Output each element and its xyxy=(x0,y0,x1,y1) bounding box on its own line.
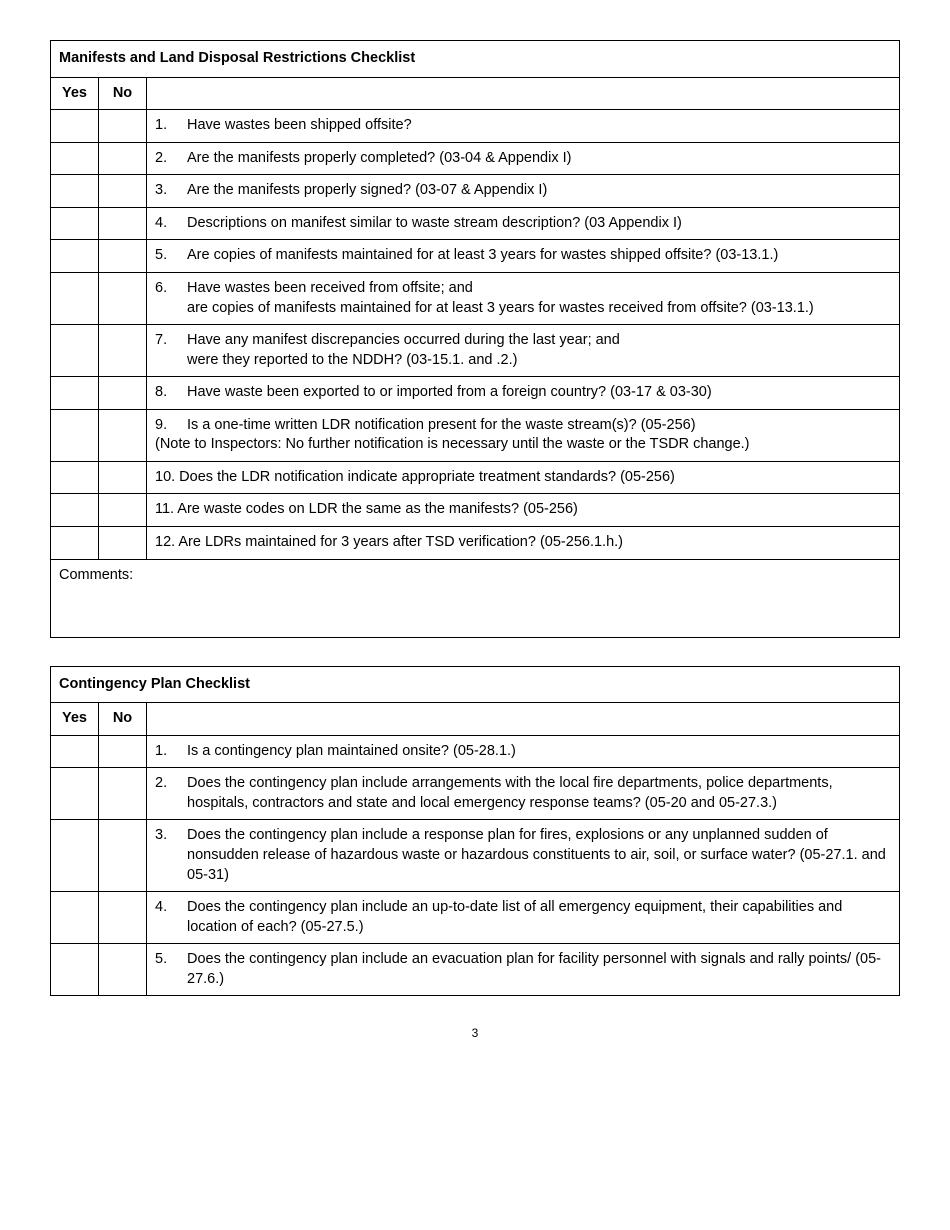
no-cell[interactable] xyxy=(99,207,147,240)
yes-cell[interactable] xyxy=(51,735,99,768)
yes-cell[interactable] xyxy=(51,461,99,494)
checklist-row: 3.Are the manifests properly signed? (03… xyxy=(51,175,900,208)
col-yes-header-2: Yes xyxy=(51,703,99,736)
no-cell[interactable] xyxy=(99,527,147,560)
question-cell: 5.Does the contingency plan include an e… xyxy=(147,944,900,996)
no-cell[interactable] xyxy=(99,820,147,892)
section2-title-row: Contingency Plan Checklist xyxy=(51,666,900,703)
no-cell[interactable] xyxy=(99,409,147,461)
yes-cell[interactable] xyxy=(51,768,99,820)
question-cell: 3.Does the contingency plan include a re… xyxy=(147,820,900,892)
checklist-row: 9.Is a one-time written LDR notification… xyxy=(51,409,900,461)
section1-header-row: Yes No xyxy=(51,77,900,110)
no-cell[interactable] xyxy=(99,735,147,768)
col-question-header xyxy=(147,77,900,110)
question-cell: 4. Descriptions on manifest similar to w… xyxy=(147,207,900,240)
question-cell: 4.Does the contingency plan include an u… xyxy=(147,892,900,944)
question-cell: 9.Is a one-time written LDR notification… xyxy=(147,409,900,461)
question-cell: 6.Have wastes been received from offsite… xyxy=(147,272,900,324)
checklist-row: 5.Are copies of manifests maintained for… xyxy=(51,240,900,273)
question-cell: 7.Have any manifest discrepancies occurr… xyxy=(147,325,900,377)
checklist-row: 2.Are the manifests properly completed? … xyxy=(51,142,900,175)
yes-cell[interactable] xyxy=(51,494,99,527)
checklist-row: 1.Have wastes been shipped offsite? xyxy=(51,110,900,143)
no-cell[interactable] xyxy=(99,494,147,527)
checklist-row: 4.Does the contingency plan include an u… xyxy=(51,892,900,944)
question-cell: 1.Have wastes been shipped offsite? xyxy=(147,110,900,143)
checklist-row: 7.Have any manifest discrepancies occurr… xyxy=(51,325,900,377)
checklist-row: 11. Are waste codes on LDR the same as t… xyxy=(51,494,900,527)
yes-cell[interactable] xyxy=(51,820,99,892)
question-cell: 10. Does the LDR notification indicate a… xyxy=(147,461,900,494)
question-cell: 5.Are copies of manifests maintained for… xyxy=(147,240,900,273)
question-cell: 2.Does the contingency plan include arra… xyxy=(147,768,900,820)
yes-cell[interactable] xyxy=(51,325,99,377)
no-cell[interactable] xyxy=(99,461,147,494)
checklist-row: 12. Are LDRs maintained for 3 years afte… xyxy=(51,527,900,560)
question-cell: 3.Are the manifests properly signed? (03… xyxy=(147,175,900,208)
section1-title-row: Manifests and Land Disposal Restrictions… xyxy=(51,41,900,78)
question-cell: 2.Are the manifests properly completed? … xyxy=(147,142,900,175)
col-yes-header: Yes xyxy=(51,77,99,110)
yes-cell[interactable] xyxy=(51,240,99,273)
question-cell: 1.Is a contingency plan maintained onsit… xyxy=(147,735,900,768)
no-cell[interactable] xyxy=(99,944,147,996)
no-cell[interactable] xyxy=(99,768,147,820)
section2-title: Contingency Plan Checklist xyxy=(51,666,900,703)
manifests-checklist-table: Manifests and Land Disposal Restrictions… xyxy=(50,40,900,638)
yes-cell[interactable] xyxy=(51,175,99,208)
section1-title: Manifests and Land Disposal Restrictions… xyxy=(51,41,900,78)
question-cell: 11. Are waste codes on LDR the same as t… xyxy=(147,494,900,527)
section2-header-row: Yes No xyxy=(51,703,900,736)
no-cell[interactable] xyxy=(99,142,147,175)
checklist-row: 5.Does the contingency plan include an e… xyxy=(51,944,900,996)
checklist-row: 10. Does the LDR notification indicate a… xyxy=(51,461,900,494)
no-cell[interactable] xyxy=(99,377,147,410)
contingency-checklist-table: Contingency Plan Checklist Yes No 1.Is a… xyxy=(50,666,900,997)
section1-comments-row: Comments: xyxy=(51,559,900,637)
page-number: 3 xyxy=(50,1026,900,1040)
section1-comments: Comments: xyxy=(51,559,900,637)
col-no-header-2: No xyxy=(99,703,147,736)
yes-cell[interactable] xyxy=(51,110,99,143)
yes-cell[interactable] xyxy=(51,142,99,175)
no-cell[interactable] xyxy=(99,110,147,143)
checklist-row: 3.Does the contingency plan include a re… xyxy=(51,820,900,892)
no-cell[interactable] xyxy=(99,325,147,377)
checklist-row: 6.Have wastes been received from offsite… xyxy=(51,272,900,324)
no-cell[interactable] xyxy=(99,240,147,273)
question-cell: 8. Have waste been exported to or import… xyxy=(147,377,900,410)
checklist-row: 8. Have waste been exported to or import… xyxy=(51,377,900,410)
yes-cell[interactable] xyxy=(51,892,99,944)
no-cell[interactable] xyxy=(99,175,147,208)
yes-cell[interactable] xyxy=(51,944,99,996)
yes-cell[interactable] xyxy=(51,377,99,410)
col-question-header-2 xyxy=(147,703,900,736)
yes-cell[interactable] xyxy=(51,272,99,324)
yes-cell[interactable] xyxy=(51,527,99,560)
yes-cell[interactable] xyxy=(51,409,99,461)
col-no-header: No xyxy=(99,77,147,110)
checklist-row: 2.Does the contingency plan include arra… xyxy=(51,768,900,820)
no-cell[interactable] xyxy=(99,892,147,944)
question-cell: 12. Are LDRs maintained for 3 years afte… xyxy=(147,527,900,560)
checklist-row: 4. Descriptions on manifest similar to w… xyxy=(51,207,900,240)
no-cell[interactable] xyxy=(99,272,147,324)
yes-cell[interactable] xyxy=(51,207,99,240)
checklist-row: 1.Is a contingency plan maintained onsit… xyxy=(51,735,900,768)
